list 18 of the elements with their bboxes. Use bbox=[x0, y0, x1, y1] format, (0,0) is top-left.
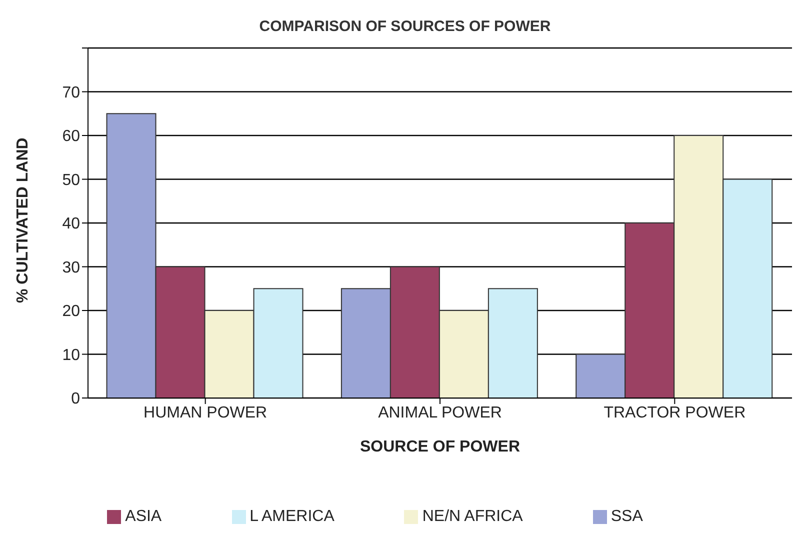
y-tick-label: 70 bbox=[62, 84, 80, 102]
chart-title: COMPARISON OF SOURCES OF POWER bbox=[258, 18, 552, 35]
y-axis-title: % CULTIVATED LAND bbox=[14, 138, 32, 303]
legend-label: SSA bbox=[610, 508, 643, 525]
legend-label: ASIA bbox=[125, 508, 162, 525]
y-tick-label: 20 bbox=[62, 303, 80, 320]
y-tick-label: 50 bbox=[62, 172, 80, 189]
y-tick-label: 60 bbox=[62, 128, 80, 146]
legend-label: L AMERICA bbox=[250, 508, 334, 525]
x-tick-label: HUMAN POWER bbox=[144, 404, 268, 422]
x-tick-label: TRACTOR POWER bbox=[604, 404, 746, 422]
x-axis-title: SOURCE OF POWER bbox=[360, 438, 520, 456]
y-tick-label: 0 bbox=[71, 390, 80, 408]
y-tick-label: 30 bbox=[62, 259, 80, 276]
y-tick-label: 10 bbox=[62, 346, 80, 364]
legend-label: NE/N AFRICA bbox=[422, 508, 523, 525]
y-tick-label: 40 bbox=[62, 216, 80, 233]
x-tick-label: ANIMAL POWER bbox=[378, 404, 502, 422]
